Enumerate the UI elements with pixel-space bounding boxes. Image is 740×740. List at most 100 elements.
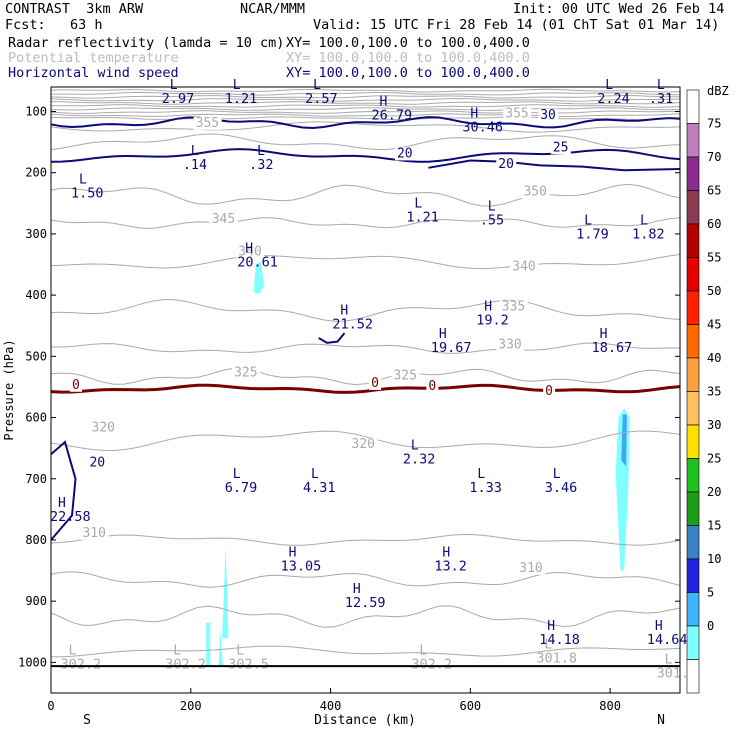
low-marker-value: 1.21 — [225, 91, 258, 107]
theta-contour — [50, 645, 681, 658]
low-marker-value: 6.79 — [225, 480, 258, 496]
y-tick-label: 900 — [25, 594, 47, 608]
y-tick-label: 400 — [25, 288, 47, 302]
high-marker: H — [470, 107, 478, 122]
low-marker: L — [414, 197, 422, 212]
colorbar-swatch — [686, 592, 700, 627]
theta-contour — [50, 113, 681, 118]
theta-contour-label: 310 — [519, 561, 542, 576]
theta-contour — [50, 430, 681, 452]
zero-contour-label: 0 — [371, 376, 379, 391]
theta-contour-label-bg — [236, 245, 265, 259]
reflectivity-echo — [222, 546, 229, 638]
field-theta: Potential temperature — [8, 50, 179, 66]
wind-contour — [318, 332, 346, 344]
low-marker: L — [170, 78, 178, 93]
valid-time: Valid: 15 UTC Fri 28 Feb 14 (01 ChT Sat … — [313, 17, 720, 33]
colorbar-swatch — [686, 89, 700, 124]
low-marker: L — [584, 214, 592, 229]
colorbar-swatch — [686, 424, 700, 459]
colorbar-tick-label: 45 — [707, 318, 721, 332]
reflectivity-echo — [218, 628, 223, 666]
low-marker: L — [257, 144, 265, 159]
y-tick-label: 600 — [25, 411, 47, 425]
theta-contour-label-bg — [193, 116, 222, 130]
plot-header: CONTRAST 3km ARW NCAR/MMM Init: 00 UTC W… — [0, 0, 740, 86]
theta-contour-label: 320 — [92, 421, 115, 436]
theta-contour — [50, 91, 681, 96]
wind-contour-label: 20 — [498, 157, 514, 172]
low-marker: L — [173, 643, 181, 658]
x-tick-label: 200 — [180, 699, 202, 713]
plot-frame — [50, 86, 681, 694]
high-marker-value: 22.58 — [50, 509, 91, 525]
high-marker: H — [379, 94, 387, 109]
wind-contour-label-bg — [550, 141, 571, 155]
wind-contour-label-bg — [538, 108, 559, 122]
theta-contour-label: 350 — [523, 184, 546, 199]
colorbar-swatch — [686, 391, 700, 426]
high-marker: H — [340, 304, 348, 319]
x-tick-label: 400 — [320, 699, 342, 713]
y-tick-label: 500 — [25, 349, 47, 363]
forecast-hour: Fcst: 63 h — [5, 17, 103, 33]
high-marker-value: 13.05 — [281, 558, 322, 574]
high-marker-value: 14.18 — [539, 632, 580, 648]
contour-labels: 355 345 340 340 335 330 325 325 320 320 310 310 350 3… — [69, 107, 571, 576]
colorbar-tick-label: 5 — [707, 586, 714, 600]
theta-contour — [50, 107, 681, 111]
theta-contour-label-bg — [232, 366, 261, 380]
low-marker: L — [79, 173, 87, 188]
high-marker: H — [353, 582, 361, 597]
theta-contour-label: 340 — [512, 260, 535, 275]
theta-contour — [50, 217, 681, 229]
colorbar-swatch — [686, 525, 700, 560]
wind-contour-label: 20 — [89, 456, 105, 471]
colorbar-tick-label: 60 — [707, 217, 721, 231]
low-marker-value: 2.32 — [403, 451, 436, 467]
high-marker-value: 19.2 — [476, 312, 509, 328]
model-title: CONTRAST 3km ARW — [5, 1, 144, 17]
theta-contour — [50, 110, 681, 114]
init-time: Init: 00 UTC Wed 26 Feb 14 — [513, 1, 725, 17]
high-marker: H — [600, 327, 608, 342]
colorbar-tick-label: 10 — [707, 552, 721, 566]
high-marker-value: 19.67 — [431, 340, 472, 356]
low-marker-value: 2.24 — [597, 91, 630, 107]
high-marker-value: 30.46 — [462, 120, 503, 136]
high-marker-value: 20.61 — [237, 254, 278, 270]
wind-contours — [50, 116, 681, 541]
high-marker: H — [655, 619, 663, 634]
wind-contour-label: 20 — [397, 146, 413, 161]
theta-contour-label: 310 — [82, 526, 105, 541]
theta-contour — [50, 94, 680, 99]
theta-contour-label: 355 — [505, 107, 528, 122]
reflectivity-echo — [206, 622, 211, 666]
low-marker: L — [233, 467, 241, 482]
wind-contour — [428, 159, 681, 172]
low-marker: L — [605, 78, 613, 93]
theta-contour-label-bg — [80, 526, 109, 540]
low-marker-value: .14 — [183, 157, 207, 173]
low-marker-value: 302.2 — [60, 656, 101, 672]
theta-contour — [50, 101, 681, 105]
theta-contour-label: 340 — [238, 244, 261, 259]
y-tick-label: 1000 — [18, 655, 47, 669]
colorbar-swatch — [686, 558, 700, 593]
theta-contour-label-bg — [349, 438, 378, 452]
colorbar-swatch — [686, 290, 700, 325]
theta-contour — [51, 342, 681, 354]
x-tick-label: 800 — [599, 699, 621, 713]
theta-contour — [50, 298, 681, 322]
theta-contour — [50, 121, 681, 133]
low-marker: L — [236, 643, 244, 658]
low-marker-value: 1.21 — [406, 210, 439, 226]
low-marker-value: 2.57 — [305, 91, 338, 107]
zero-contour — [50, 383, 681, 394]
high-marker: H — [439, 327, 447, 342]
field-reflectivity-xy: XY= 100.0,100.0 to 100.0,400.0 — [286, 35, 530, 51]
theta-contour — [50, 116, 681, 121]
colorbar-tick-label: 50 — [707, 284, 721, 298]
low-marker-value: 4.31 — [303, 480, 336, 496]
field-reflectivity: Radar reflectivity (lamda = 10 cm) — [8, 35, 285, 51]
